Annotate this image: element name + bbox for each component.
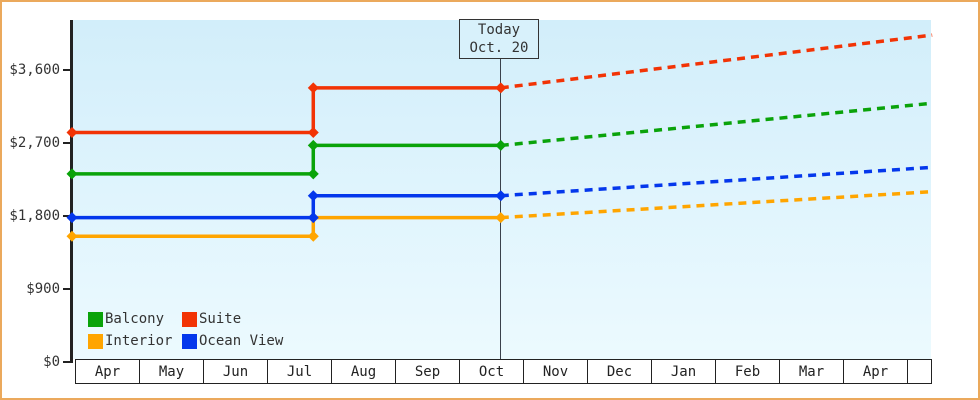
legend-item-interior: Interior bbox=[88, 333, 182, 349]
y-axis-line bbox=[70, 20, 73, 363]
y-tick-label: $3,600 bbox=[9, 62, 60, 78]
legend-label: Interior bbox=[105, 333, 173, 349]
y-tick bbox=[63, 142, 71, 144]
today-flag: Today Oct. 20 bbox=[459, 19, 539, 59]
month-cell-apr: Apr bbox=[76, 360, 140, 383]
month-cell-dec: Dec bbox=[588, 360, 652, 383]
month-cell-jan: Jan bbox=[652, 360, 716, 383]
legend-swatch-balcony bbox=[88, 311, 103, 327]
y-tick-label: $0 bbox=[43, 354, 60, 370]
legend-label: Balcony bbox=[105, 311, 165, 327]
legend-swatch-suite bbox=[182, 311, 197, 327]
month-cell-apr: Apr bbox=[844, 360, 908, 383]
legend-label: Ocean View bbox=[199, 333, 284, 349]
legend-item-balcony: Balcony bbox=[88, 311, 182, 327]
legend-label: Suite bbox=[199, 311, 242, 327]
y-tick bbox=[63, 361, 71, 363]
y-tick-label: $1,800 bbox=[9, 208, 60, 224]
today-flag-title: Today bbox=[477, 22, 521, 38]
month-cell-may: May bbox=[140, 360, 204, 383]
month-cell-oct: Oct bbox=[460, 360, 524, 383]
legend-swatch-ocean-view bbox=[182, 333, 197, 349]
month-cell-jun: Jun bbox=[204, 360, 268, 383]
y-tick-label: $900 bbox=[26, 281, 60, 297]
month-cell-partial bbox=[908, 360, 931, 383]
month-cell-jul: Jul bbox=[268, 360, 332, 383]
legend-item-ocean-view: Ocean View bbox=[182, 333, 283, 349]
legend: Balcony Suite Interior Ocean View bbox=[88, 311, 283, 349]
today-flag-date: Oct. 20 bbox=[469, 40, 529, 56]
x-axis-month-row: Apr May Jun Jul Aug Sep Oct Nov Dec Jan Feb Mar Apr bbox=[75, 359, 932, 384]
month-cell-sep: Sep bbox=[396, 360, 460, 383]
y-tick-label: $2,700 bbox=[9, 135, 60, 151]
legend-swatch-interior bbox=[88, 333, 103, 349]
month-cell-nov: Nov bbox=[524, 360, 588, 383]
month-cell-feb: Feb bbox=[716, 360, 780, 383]
plot-area bbox=[72, 20, 931, 359]
legend-item-suite: Suite bbox=[182, 311, 283, 327]
y-tick bbox=[63, 288, 71, 290]
today-marker-line bbox=[500, 57, 501, 359]
month-cell-aug: Aug bbox=[332, 360, 396, 383]
y-tick bbox=[63, 215, 71, 217]
month-cell-mar: Mar bbox=[780, 360, 844, 383]
y-tick bbox=[63, 69, 71, 71]
